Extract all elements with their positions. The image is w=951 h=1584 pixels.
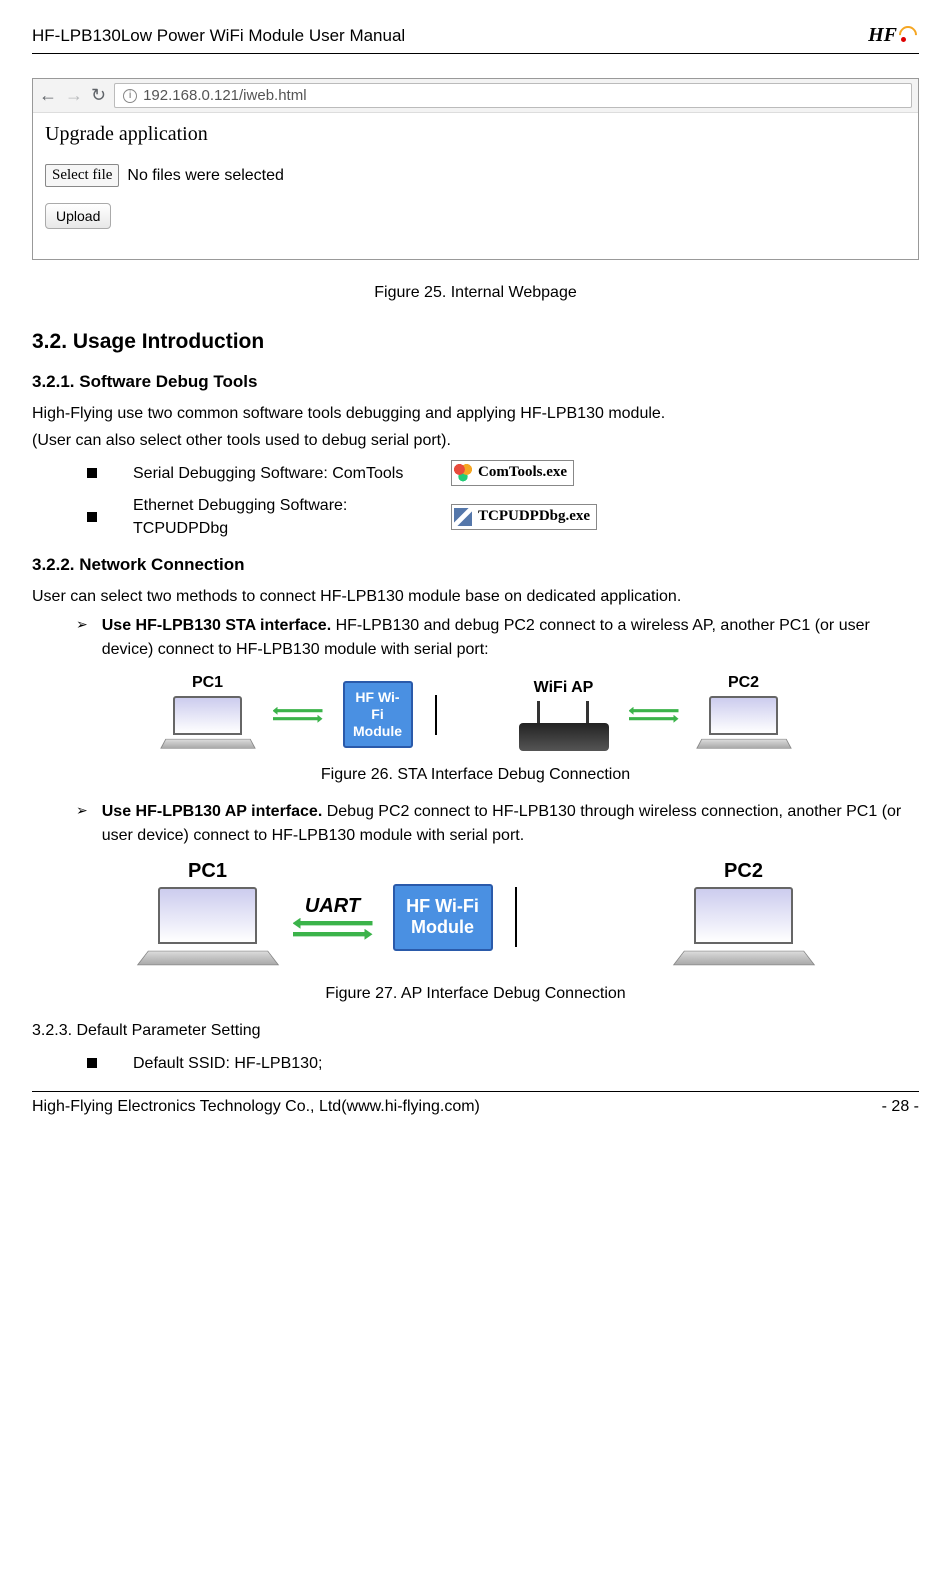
s321-p1: High-Flying use two common software tool… <box>32 402 919 425</box>
ap-interface-item: ➢ Use HF-LPB130 AP interface. Debug PC2 … <box>76 800 919 848</box>
double-arrow-icon <box>273 707 323 723</box>
wifi-module-box: HF Wi-Fi Module <box>393 884 493 951</box>
uart-arrow-block: UART <box>293 895 373 940</box>
sta-interface-item: ➢ Use HF-LPB130 STA interface. HF-LPB130… <box>76 614 919 662</box>
upload-button[interactable]: Upload <box>45 203 111 229</box>
section-3-2-3-heading: 3.2.3. Default Parameter Setting <box>32 1019 919 1042</box>
arrow-bullet-icon: ➢ <box>76 614 88 635</box>
reload-icon[interactable]: ↻ <box>91 85 106 106</box>
footer-page-number: - 28 - <box>882 1098 919 1116</box>
wifi-signal-icon <box>899 26 919 46</box>
section-3-2-2-heading: 3.2.2. Network Connection <box>32 555 919 575</box>
antenna-icon <box>435 695 437 735</box>
upgrade-title: Upgrade application <box>41 123 910 146</box>
forward-icon[interactable]: → <box>65 85 83 106</box>
file-status: No files were selected <box>127 167 284 185</box>
pc1-block: PC1 <box>143 860 273 975</box>
laptop-icon <box>143 887 273 975</box>
square-bullet-icon <box>87 468 97 478</box>
square-bullet-icon <box>87 1058 97 1068</box>
wifi-ap-block: WiFi AP <box>519 679 609 751</box>
comtools-icon <box>454 464 472 482</box>
pc2-block: PC2 <box>699 674 789 756</box>
square-bullet-icon <box>87 512 97 522</box>
browser-toolbar: ← → ↻ i 192.168.0.121/iweb.html <box>33 79 918 113</box>
url-text: 192.168.0.121/iweb.html <box>143 87 306 104</box>
s322-p1: User can select two methods to connect H… <box>32 585 919 608</box>
browser-screenshot: ← → ↻ i 192.168.0.121/iweb.html Upgrade … <box>32 78 919 260</box>
figure-26-caption: Figure 26. STA Interface Debug Connectio… <box>32 766 919 784</box>
back-icon[interactable]: ← <box>39 85 57 106</box>
header-title: HF-LPB130Low Power WiFi Module User Manu… <box>32 26 405 46</box>
debug-tool-item-ethernet: Ethernet Debugging Software: TCPUDPDbg T… <box>87 494 919 540</box>
select-file-button[interactable]: Select file <box>45 164 119 187</box>
figure-27-diagram: PC1 UART HF Wi-Fi Module PC2 <box>86 860 866 975</box>
arrow-bullet-icon: ➢ <box>76 800 88 821</box>
figure-26-diagram: PC1 HF Wi-Fi Module WiFi AP PC2 <box>151 674 801 756</box>
page-header: HF-LPB130Low Power WiFi Module User Manu… <box>32 24 919 54</box>
tcpudpdbg-exe-chip: TCPUDPDbg.exe <box>451 504 597 530</box>
laptop-icon <box>163 696 253 756</box>
double-arrow-icon <box>629 707 679 723</box>
wifi-module-box: HF Wi-Fi Module <box>343 681 413 747</box>
laptop-icon <box>699 696 789 756</box>
double-arrow-icon <box>293 918 373 940</box>
section-3-2-1-heading: 3.2.1. Software Debug Tools <box>32 372 919 392</box>
section-3-2-heading: 3.2. Usage Introduction <box>32 330 919 354</box>
debug-tool-list: Serial Debugging Software: ComTools ComT… <box>87 460 919 540</box>
comtools-exe-chip: ComTools.exe <box>451 460 574 486</box>
connection-method-list: ➢ Use HF-LPB130 STA interface. HF-LPB130… <box>76 614 919 662</box>
page-footer: High-Flying Electronics Technology Co., … <box>32 1091 919 1116</box>
antenna-icon <box>515 887 517 947</box>
s321-p2: (User can also select other tools used t… <box>32 429 919 452</box>
router-icon <box>519 701 609 751</box>
connection-method-list-2: ➢ Use HF-LPB130 AP interface. Debug PC2 … <box>76 800 919 848</box>
figure-27-caption: Figure 27. AP Interface Debug Connection <box>32 985 919 1003</box>
default-ssid-item: Default SSID: HF-LPB130; <box>87 1052 919 1075</box>
debug-tool-item-serial: Serial Debugging Software: ComTools ComT… <box>87 460 919 486</box>
info-icon: i <box>123 89 137 103</box>
figure-25-caption: Figure 25. Internal Webpage <box>32 284 919 302</box>
pc2-block: PC2 <box>679 860 809 975</box>
hf-logo: HF <box>868 24 919 47</box>
file-select-row: Select file No files were selected <box>41 164 910 187</box>
laptop-icon <box>679 887 809 975</box>
address-bar[interactable]: i 192.168.0.121/iweb.html <box>114 83 912 108</box>
default-param-list: Default SSID: HF-LPB130; <box>87 1052 919 1075</box>
footer-company: High-Flying Electronics Technology Co., … <box>32 1098 480 1116</box>
pc1-block: PC1 <box>163 674 253 756</box>
tcpudpdbg-icon <box>454 508 472 526</box>
